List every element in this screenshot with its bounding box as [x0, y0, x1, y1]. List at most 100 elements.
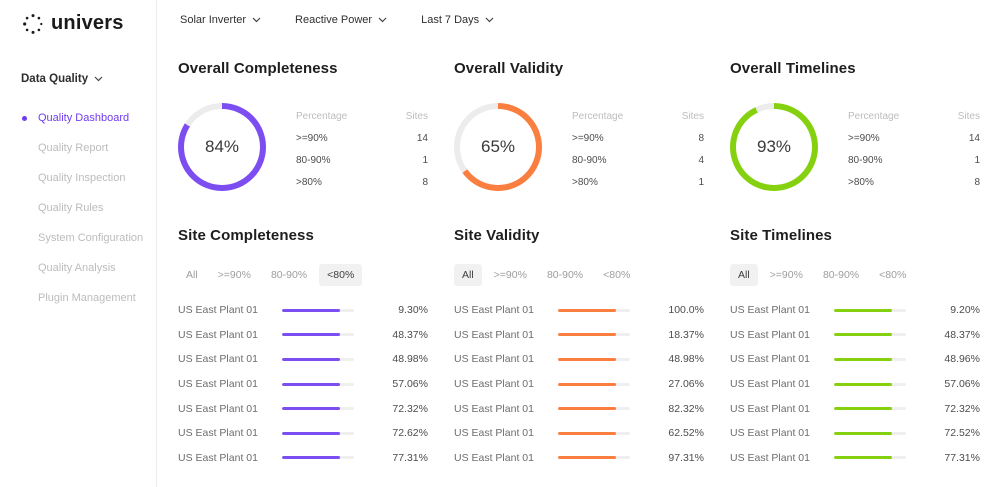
col-sites: Sites: [681, 110, 704, 122]
range-label: >80%: [848, 176, 874, 188]
sidebar-item-quality-rules[interactable]: Quality Rules: [0, 193, 156, 223]
table-header: Percentage Sites: [848, 105, 980, 127]
site-name: US East Plant 01: [454, 353, 534, 366]
site-name: US East Plant 01: [454, 427, 534, 440]
tab-80-90[interactable]: 80-90%: [815, 264, 867, 286]
sites-count: 14: [968, 132, 980, 144]
tab-lt-80[interactable]: <80%: [319, 264, 363, 286]
site-row: US East Plant 01 97.31%: [454, 446, 704, 471]
card-title: Site Timelines: [730, 227, 832, 244]
site-value: 72.32%: [944, 402, 980, 415]
tab-80-90[interactable]: 80-90%: [263, 264, 315, 286]
completeness-filter-tabs: All >=90% 80-90% <80%: [178, 264, 428, 286]
dropdown-label: Last 7 Days: [421, 14, 480, 26]
validity-breakdown-table: Percentage Sites >=90% 8 80-90% 4 >80% 1: [572, 103, 704, 193]
overall-timelines-card: Overall Timelines 93% Percentage Sites >…: [730, 58, 980, 193]
validity-donut-chart: 65%: [454, 103, 542, 191]
range-label: >80%: [572, 176, 598, 188]
tab-80-90[interactable]: 80-90%: [539, 264, 591, 286]
site-name: US East Plant 01: [178, 427, 258, 440]
donut-value: 84%: [204, 137, 240, 156]
univers-logo: univers: [0, 0, 156, 35]
site-name: US East Plant 01: [730, 328, 810, 341]
site-name: US East Plant 01: [730, 427, 810, 440]
sites-count: 8: [974, 176, 980, 188]
tab-gte-90[interactable]: >=90%: [210, 264, 259, 286]
site-list: US East Plant 01 9.30% US East Plant 01 …: [178, 298, 428, 470]
tab-lt-80[interactable]: <80%: [595, 264, 638, 286]
univers-logo-icon: [23, 13, 43, 34]
sidebar-item-label: Quality Analysis: [38, 262, 116, 274]
range-label: 80-90%: [572, 154, 607, 166]
range-label: >=90%: [848, 132, 880, 144]
sidebar-item-quality-inspection[interactable]: Quality Inspection: [0, 163, 156, 193]
site-name: US East Plant 01: [730, 451, 810, 464]
progress-bar: [282, 333, 354, 337]
tab-lt-80[interactable]: <80%: [871, 264, 914, 286]
progress-bar: [834, 431, 906, 435]
sidebar-item-label: Quality Report: [38, 142, 109, 154]
sidebar-menu: Quality Dashboard Quality Report Quality…: [0, 103, 156, 313]
topbar: Solar Inverter Reactive Power Last 7 Day…: [158, 0, 1000, 40]
sites-count: 8: [422, 176, 428, 188]
main-content: Overall Completeness 84% Percentage Site…: [158, 40, 1000, 487]
progress-bar: [558, 382, 630, 386]
overall-row: Overall Completeness 84% Percentage Site…: [178, 58, 980, 193]
donut-value: 65%: [480, 137, 516, 156]
sidebar-item-plugin-management[interactable]: Plugin Management: [0, 283, 156, 313]
col-percentage: Percentage: [848, 110, 900, 122]
timelines-donut-chart: 93%: [730, 103, 818, 191]
progress-bar: [558, 431, 630, 435]
tab-all[interactable]: All: [454, 264, 482, 286]
tab-gte-90[interactable]: >=90%: [486, 264, 535, 286]
card-title: Overall Validity: [454, 60, 564, 77]
site-value: 77.31%: [392, 451, 428, 464]
sidebar-item-system-configuration[interactable]: System Configuration: [0, 223, 156, 253]
table-row: >80% 8: [848, 171, 980, 193]
overall-completeness-card: Overall Completeness 84% Percentage Site…: [178, 58, 428, 193]
card-title: Overall Timelines: [730, 60, 856, 77]
site-value: 72.62%: [392, 427, 428, 440]
measurement-dropdown[interactable]: Reactive Power: [295, 14, 387, 26]
sidebar-item-quality-dashboard[interactable]: Quality Dashboard: [0, 103, 156, 133]
chevron-down-icon: [252, 17, 261, 23]
sidebar-item-quality-report[interactable]: Quality Report: [0, 133, 156, 163]
site-row: US East Plant 01 9.20%: [730, 298, 980, 323]
site-row: US East Plant 01 77.31%: [730, 446, 980, 471]
sidebar-item-label: Quality Inspection: [38, 172, 126, 184]
sidebar-section-data-quality[interactable]: Data Quality: [0, 35, 156, 85]
time-range-dropdown[interactable]: Last 7 Days: [421, 14, 494, 26]
site-row: US East Plant 01 72.52%: [730, 421, 980, 446]
site-row: US East Plant 01 48.37%: [730, 323, 980, 348]
device-type-dropdown[interactable]: Solar Inverter: [180, 14, 261, 26]
active-bullet-icon: [22, 115, 27, 121]
tab-all[interactable]: All: [178, 264, 206, 286]
site-name: US East Plant 01: [178, 451, 258, 464]
site-name: US East Plant 01: [454, 304, 534, 317]
chevron-down-icon: [485, 17, 494, 23]
site-name: US East Plant 01: [730, 402, 810, 415]
site-value: 62.52%: [668, 427, 704, 440]
sidebar-item-quality-analysis[interactable]: Quality Analysis: [0, 253, 156, 283]
table-row: >80% 1: [572, 171, 704, 193]
site-completeness-card: Site Completeness All >=90% 80-90% <80% …: [178, 227, 428, 470]
progress-bar: [834, 382, 906, 386]
col-percentage: Percentage: [572, 110, 624, 122]
tab-gte-90[interactable]: >=90%: [762, 264, 811, 286]
progress-bar: [282, 407, 354, 411]
sites-count: 8: [698, 132, 704, 144]
progress-bar: [282, 308, 354, 312]
table-row: >=90% 14: [848, 127, 980, 149]
tab-all[interactable]: All: [730, 264, 758, 286]
col-percentage: Percentage: [296, 110, 348, 122]
site-validity-card: Site Validity All >=90% 80-90% <80% US E…: [454, 227, 704, 470]
site-name: US East Plant 01: [730, 378, 810, 391]
card-title: Site Validity: [454, 227, 540, 244]
sidebar-item-label: System Configuration: [38, 232, 144, 244]
range-label: 80-90%: [848, 154, 883, 166]
site-value: 97.31%: [668, 451, 704, 464]
validity-filter-tabs: All >=90% 80-90% <80%: [454, 264, 704, 286]
table-row: >80% 8: [296, 171, 428, 193]
site-value: 9.30%: [398, 304, 428, 317]
site-name: US East Plant 01: [178, 353, 258, 366]
